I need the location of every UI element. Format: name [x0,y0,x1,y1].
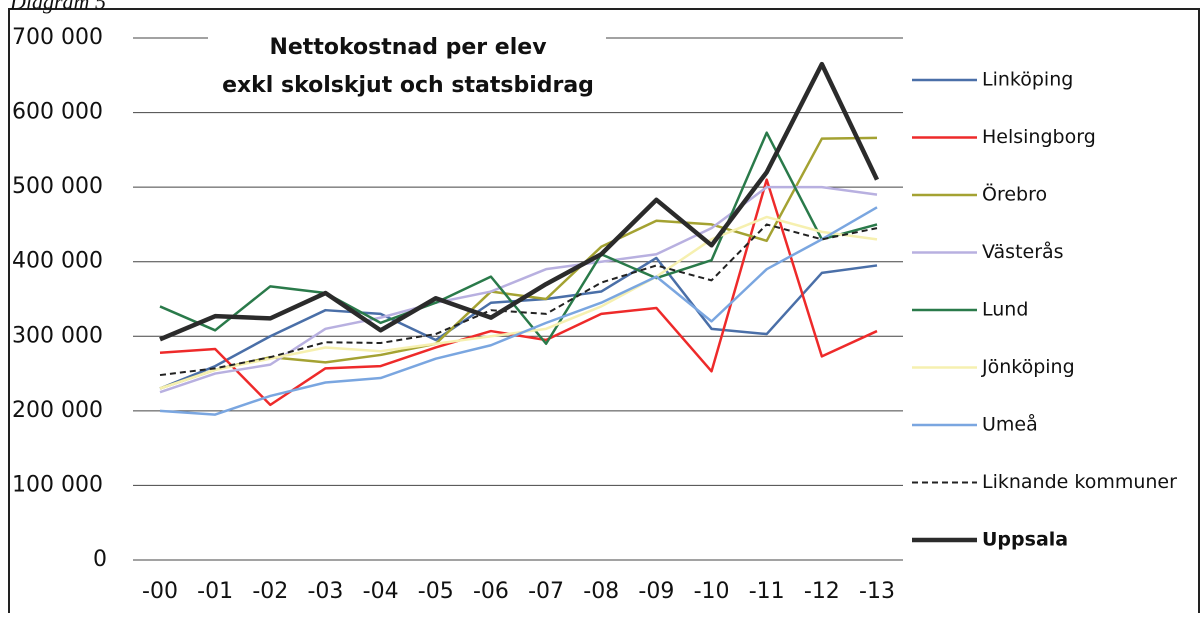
x-tick-label: -10 [694,579,730,604]
y-tick-label: 200 000 [12,398,103,423]
x-tick-label: -13 [859,579,895,604]
x-tick-label: -04 [363,579,399,604]
x-tick-label: -06 [473,579,509,604]
series-line [159,131,878,345]
series-line [159,223,878,377]
caption: Diagram 5 [9,0,106,14]
legend-label: Jönköping [981,356,1075,378]
legend-label: Umeå [982,413,1038,436]
chart-title: exkl skolskjut och statsbidrag [222,73,594,98]
x-tick-label: -11 [749,579,785,604]
y-tick-label: 700 000 [12,25,103,50]
x-tick-label: -03 [307,579,343,604]
x-tick-label: -08 [583,579,619,604]
y-tick-label: 400 000 [12,249,103,274]
legend-label: Uppsala [982,529,1068,551]
series-line [159,185,878,394]
x-tick-label: -00 [142,579,178,604]
series-line [159,61,880,342]
x-tick-label: -01 [197,579,233,604]
y-tick-label: 300 000 [12,323,103,348]
y-tick-label: 0 [93,547,107,572]
legend-label: Liknande kommuner [982,471,1177,493]
x-tick-label: -05 [418,579,454,604]
chart-title: Nettokostnad per elev [269,35,547,60]
y-tick-label: 600 000 [12,100,103,125]
title-box [208,28,606,110]
legend-label: Linköping [982,69,1073,91]
legend-label: Västerås [982,240,1064,263]
y-tick-label: 500 000 [12,174,103,199]
legend-label: Helsingborg [982,126,1096,148]
series-line [159,206,878,416]
x-tick-label: -09 [638,579,674,604]
legend-label: Lund [982,299,1028,321]
x-tick-label: -07 [528,579,564,604]
x-tick-label: -02 [252,579,288,604]
y-tick-label: 100 000 [12,472,103,497]
series-line [159,178,878,407]
x-tick-label: -12 [804,579,840,604]
series-line [159,215,878,390]
legend-label: Örebro [982,183,1047,206]
